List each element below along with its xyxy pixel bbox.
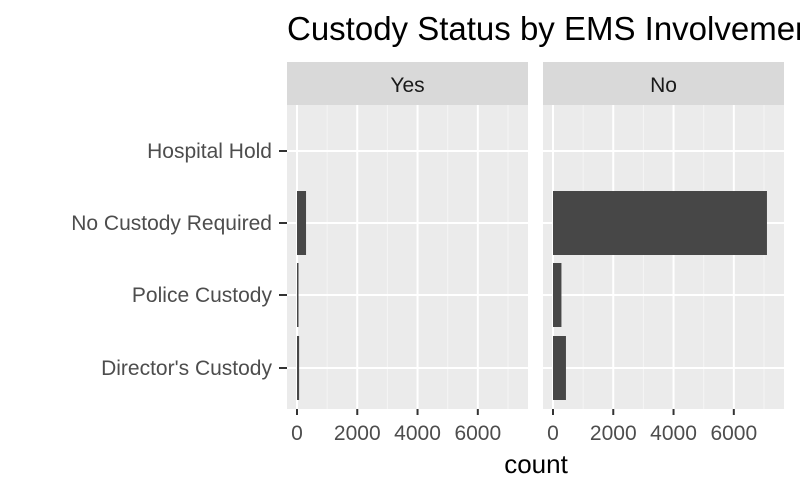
category-label: Director's Custody [101,357,272,380]
x-axis-title: count [504,449,568,479]
x-tick-label: 2000 [590,422,637,445]
facet-strip [287,62,528,105]
bar [297,336,300,400]
x-tick-label: 0 [547,422,559,445]
facet-strip-label: Yes [390,74,424,97]
x-tick-label: 6000 [454,422,501,445]
facet-panel: No 0 2000 4000 6000 [543,62,784,445]
bar [553,336,566,400]
bar [297,263,299,327]
x-tick-label: 0 [291,422,303,445]
x-tick-label: 4000 [394,422,441,445]
x-tick-label: 6000 [710,422,757,445]
x-tick-label: 4000 [650,422,697,445]
facet-strip-label: No [650,74,677,97]
facet-panels: Yes 0 2000 4000 6000 No 0 2000 4000 6000 [287,62,784,445]
facet-strip [543,62,784,105]
category-label: No Custody Required [71,212,272,235]
bar [297,191,307,255]
category-labels: Hospital Hold No Custody Required Police C… [71,140,287,380]
bar [553,191,767,255]
category-label: Hospital Hold [147,140,272,163]
facet-panel: Yes 0 2000 4000 6000 [287,62,528,445]
category-label: Police Custody [132,284,273,307]
bar [553,263,562,327]
chart-title: Custody Status by EMS Involvement [287,10,800,47]
x-tick-label: 2000 [334,422,381,445]
